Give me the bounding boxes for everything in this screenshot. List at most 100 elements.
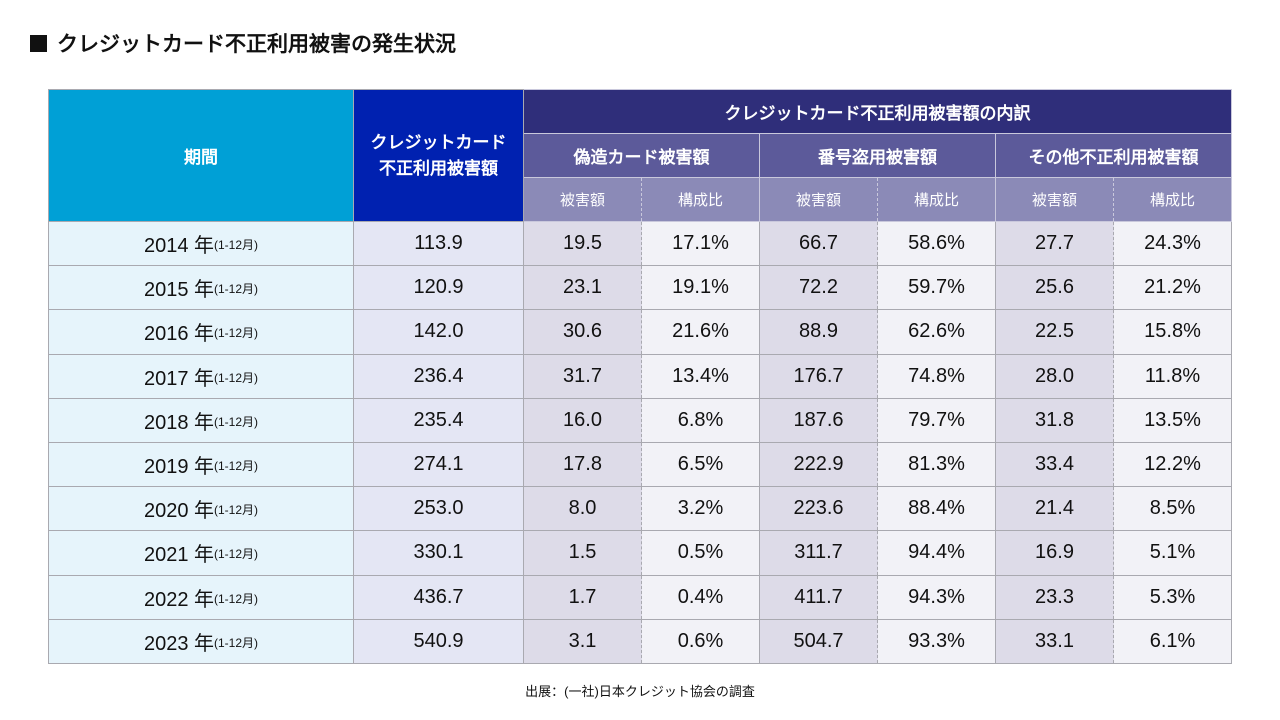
ratio-cell: 12.2% (1113, 441, 1232, 488)
table-row: 2016 年(1-12月) 142.0 30.6 21.6% 88.9 62.6% 22.5… (48, 309, 1232, 355)
total-cell: 540.9 (353, 618, 524, 664)
square-bullet-icon (30, 34, 47, 52)
header-total: クレジットカード 不正利用被害額 (353, 89, 524, 222)
month-range: (1-12月) (214, 503, 259, 518)
ratio-cell: 8.5% (1113, 486, 1232, 532)
ratio-cell: 3.2% (641, 486, 760, 532)
ratio-cell: 6.5% (641, 441, 760, 488)
amount-cell: 88.9 (759, 309, 878, 355)
year: 2014 年 (143, 235, 215, 258)
ratio-cell: 0.5% (641, 530, 760, 576)
table-row: 2022 年(1-12月) 436.7 1.7 0.4% 411.7 94.3% 23.3 5… (48, 574, 1232, 620)
amount-cell: 16.9 (995, 530, 1114, 576)
ratio-cell: 21.2% (1113, 265, 1232, 311)
ratio-cell: 94.4% (877, 530, 996, 576)
ratio-cell: 21.6% (641, 309, 760, 355)
year: 2017 年 (143, 367, 215, 390)
amount-cell: 23.3 (995, 574, 1114, 620)
month-range: (1-12月) (214, 370, 259, 385)
header-period: 期間 (48, 89, 354, 222)
ratio-cell: 81.3% (877, 441, 996, 488)
header-ratio: 構成比 (641, 177, 760, 222)
header-counterfeit: 偽造カード被害額 (523, 133, 760, 178)
ratio-cell: 0.6% (641, 618, 760, 664)
period-cell: 2015 年(1-12月) (48, 265, 354, 311)
amount-cell: 25.6 (995, 265, 1114, 311)
header-other: その他不正利用被害額 (995, 133, 1232, 178)
period-cell: 2016 年(1-12月) (48, 309, 354, 355)
year: 2022 年 (143, 588, 215, 611)
header-amount: 被害額 (523, 177, 642, 222)
ratio-cell: 62.6% (877, 309, 996, 355)
ratio-cell: 88.4% (877, 486, 996, 532)
amount-cell: 222.9 (759, 441, 878, 488)
ratio-cell: 17.1% (641, 220, 760, 267)
ratio-cell: 5.1% (1113, 530, 1232, 576)
month-range: (1-12月) (214, 414, 259, 429)
table-row: 2014 年(1-12月) 113.9 19.5 17.1% 66.7 58.6% 27.7… (48, 220, 1232, 267)
header-total-line1: クレジットカード (370, 132, 507, 152)
ratio-cell: 6.1% (1113, 618, 1232, 664)
ratio-cell: 24.3% (1113, 220, 1232, 267)
period-cell: 2017 年(1-12月) (48, 353, 354, 399)
month-range: (1-12月) (214, 591, 259, 606)
ratio-cell: 13.5% (1113, 397, 1232, 443)
period-cell: 2014 年(1-12月) (48, 220, 354, 267)
total-cell: 120.9 (353, 265, 524, 311)
period-cell: 2018 年(1-12月) (48, 397, 354, 443)
ratio-cell: 94.3% (877, 574, 996, 620)
month-range: (1-12月) (214, 326, 259, 341)
table-row: 2019 年(1-12月) 274.1 17.8 6.5% 222.9 81.3% 33.4… (48, 441, 1232, 488)
amount-cell: 187.6 (759, 397, 878, 443)
amount-cell: 23.1 (523, 265, 642, 311)
month-range: (1-12月) (214, 238, 259, 253)
header-ratio: 構成比 (1113, 177, 1232, 222)
header-number-theft: 番号盗用被害額 (759, 133, 996, 178)
fraud-damage-table: 期間 クレジットカード 不正利用被害額 クレジットカード不正利用被害額の内訳 偽造… (48, 89, 1232, 664)
period-cell: 2022 年(1-12月) (48, 574, 354, 620)
header-amount: 被害額 (995, 177, 1114, 222)
total-cell: 436.7 (353, 574, 524, 620)
table-row: 2021 年(1-12月) 330.1 1.5 0.5% 311.7 94.4% 16.9 5… (48, 530, 1232, 576)
table-row: 2015 年(1-12月) 120.9 23.1 19.1% 72.2 59.7% 25.6… (48, 265, 1232, 311)
table-row: 2020 年(1-12月) 253.0 8.0 3.2% 223.6 88.4% 21.4 8… (48, 486, 1232, 532)
amount-cell: 223.6 (759, 486, 878, 532)
amount-cell: 31.7 (523, 353, 642, 399)
amount-cell: 1.7 (523, 574, 642, 620)
ratio-cell: 6.8% (641, 397, 760, 443)
period-cell: 2019 年(1-12月) (48, 441, 354, 488)
page-title: クレジットカード不正利用被害の発生状況 (30, 28, 456, 58)
amount-cell: 33.4 (995, 441, 1114, 488)
table-row: 2018 年(1-12月) 235.4 16.0 6.8% 187.6 79.7% 31.8… (48, 397, 1232, 443)
amount-cell: 27.7 (995, 220, 1114, 267)
total-cell: 330.1 (353, 530, 524, 576)
table-row: 2023 年(1-12月) 540.9 3.1 0.6% 504.7 93.3% 33.1 6… (48, 618, 1232, 664)
amount-cell: 16.0 (523, 397, 642, 443)
ratio-cell: 11.8% (1113, 353, 1232, 399)
total-cell: 236.4 (353, 353, 524, 399)
month-range: (1-12月) (214, 547, 259, 562)
ratio-cell: 0.4% (641, 574, 760, 620)
amount-cell: 19.5 (523, 220, 642, 267)
amount-cell: 30.6 (523, 309, 642, 355)
year: 2021 年 (143, 544, 215, 567)
header-amount: 被害額 (759, 177, 878, 222)
ratio-cell: 5.3% (1113, 574, 1232, 620)
month-range: (1-12月) (214, 282, 259, 297)
month-range: (1-12月) (214, 635, 259, 650)
amount-cell: 22.5 (995, 309, 1114, 355)
ratio-cell: 58.6% (877, 220, 996, 267)
source-note: 出展：(一社)日本クレジット協会の調査 (525, 684, 755, 699)
amount-cell: 3.1 (523, 618, 642, 664)
month-range: (1-12月) (214, 459, 259, 474)
year: 2019 年 (143, 456, 215, 479)
ratio-cell: 74.8% (877, 353, 996, 399)
table-row: 2017 年(1-12月) 236.4 31.7 13.4% 176.7 74.8% 28.… (48, 353, 1232, 399)
header-ratio: 構成比 (877, 177, 996, 222)
ratio-cell: 79.7% (877, 397, 996, 443)
year: 2015 年 (143, 279, 215, 302)
amount-cell: 176.7 (759, 353, 878, 399)
header-breakdown: クレジットカード不正利用被害額の内訳 (523, 89, 1232, 134)
ratio-cell: 93.3% (877, 618, 996, 664)
total-cell: 113.9 (353, 220, 524, 267)
